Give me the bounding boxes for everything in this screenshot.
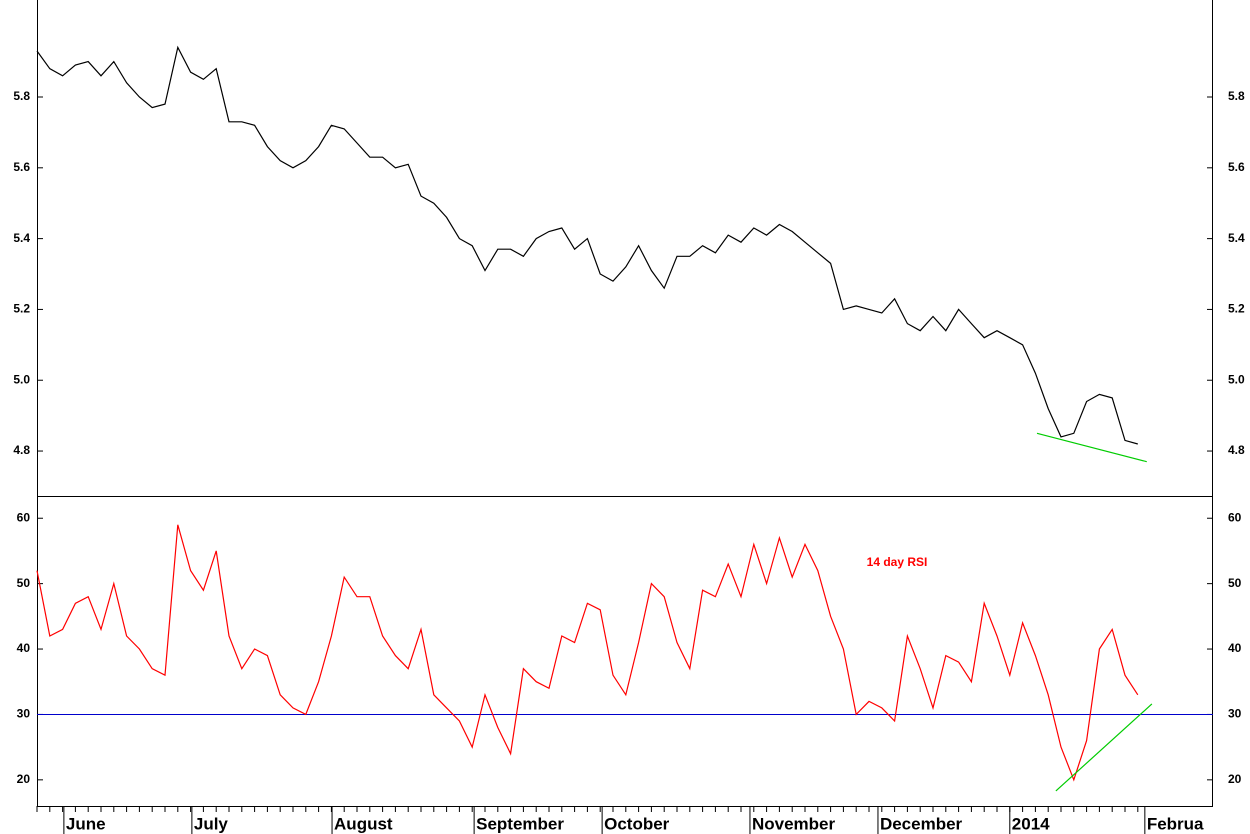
y-tick-label-right: 5.6: [1228, 160, 1245, 174]
x-tick-label: November: [752, 814, 836, 833]
y-tick-label-right: 5.8: [1228, 89, 1245, 103]
x-tick-label: December: [880, 814, 963, 833]
y-tick-label-right: 4.8: [1228, 443, 1245, 457]
y-tick-label-right: 5.0: [1228, 372, 1245, 386]
x-tick-label: June: [66, 814, 106, 833]
y-tick-label: 30: [17, 707, 31, 721]
y-tick-label-right: 40: [1228, 641, 1242, 655]
annotation: 14 day RSI: [867, 555, 928, 569]
x-tick-label: Februa: [1147, 814, 1204, 833]
y-tick-label-right: 50: [1228, 576, 1242, 590]
y-tick-label: 20: [17, 772, 31, 786]
y-tick-label: 40: [17, 641, 31, 655]
y-tick-label-right: 20: [1228, 772, 1242, 786]
x-tick-label: August: [334, 814, 393, 833]
y-tick-label: 5.4: [13, 231, 30, 245]
y-tick-label: 5.8: [13, 89, 30, 103]
y-tick-label: 60: [17, 510, 31, 524]
data-line: [36, 524, 1139, 782]
x-tick-label: 2014: [1012, 814, 1050, 833]
y-tick-label: 5.2: [13, 302, 30, 316]
x-tick-label: September: [476, 814, 564, 833]
y-tick-label-right: 60: [1228, 510, 1242, 524]
y-tick-label: 4.8: [13, 443, 30, 457]
y-tick-label: 5.0: [13, 372, 30, 386]
y-tick-label-right: 5.2: [1228, 302, 1245, 316]
y-tick-label-right: 5.4: [1228, 231, 1245, 245]
y-tick-label-right: 30: [1228, 707, 1242, 721]
frame: [37, 0, 1213, 807]
y-tick-label: 50: [17, 576, 31, 590]
y-tick-label: 5.6: [13, 160, 30, 174]
trend-line: [1036, 432, 1147, 463]
trend-line: [1055, 703, 1153, 792]
x-tick-label: October: [604, 814, 670, 833]
data-line: [36, 45, 1138, 445]
x-tick-label: July: [194, 814, 229, 833]
